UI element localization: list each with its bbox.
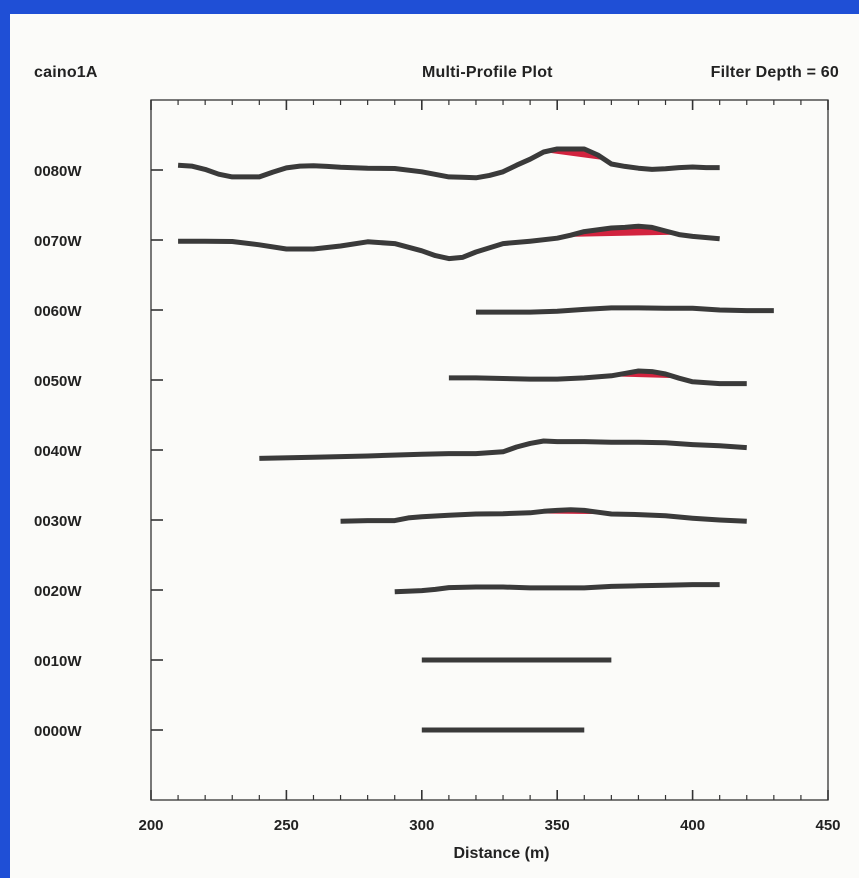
profile-label: 0000W [34, 723, 82, 740]
x-axis-label: Distance (m) [453, 845, 549, 862]
x-tick-label: 250 [274, 817, 299, 834]
chart-svg: 200 250 300 350 400 450 Distance (m) 0080W 0070W… [34, 99, 841, 862]
plot-panel: 200 250 300 350 400 450 Distance (m) 0080W 0070W… [10, 14, 859, 878]
profile-label: 0010W [34, 653, 82, 670]
profile-label: 0060W [34, 303, 82, 320]
x-tick-label: 450 [815, 817, 840, 834]
x-tick-label: 350 [545, 817, 570, 834]
x-tick-label: 200 [138, 817, 163, 834]
chart-title: Multi-Profile Plot [422, 64, 553, 81]
x-tick-label: 300 [409, 817, 434, 834]
profile-label: 0080W [34, 163, 82, 180]
profile-line [448, 368, 747, 387]
profile-label: 0020W [34, 583, 82, 600]
profile-label: 0070W [34, 233, 82, 250]
filter-depth-label: Filter Depth = 60 [710, 64, 839, 81]
x-tick-label: 400 [680, 817, 705, 834]
anomaly-fill [605, 371, 680, 379]
profile-line [340, 507, 747, 524]
profile-line [177, 146, 720, 181]
profile-label: 0030W [34, 513, 82, 530]
file-label: caino1A [34, 64, 98, 81]
profile-label: 0040W [34, 443, 82, 460]
profile-line [178, 223, 720, 262]
profile-label: 0050W [34, 373, 82, 390]
profile-line [259, 438, 747, 461]
profile-line [475, 305, 774, 315]
plot-frame [150, 99, 829, 801]
profile-line [394, 582, 720, 595]
